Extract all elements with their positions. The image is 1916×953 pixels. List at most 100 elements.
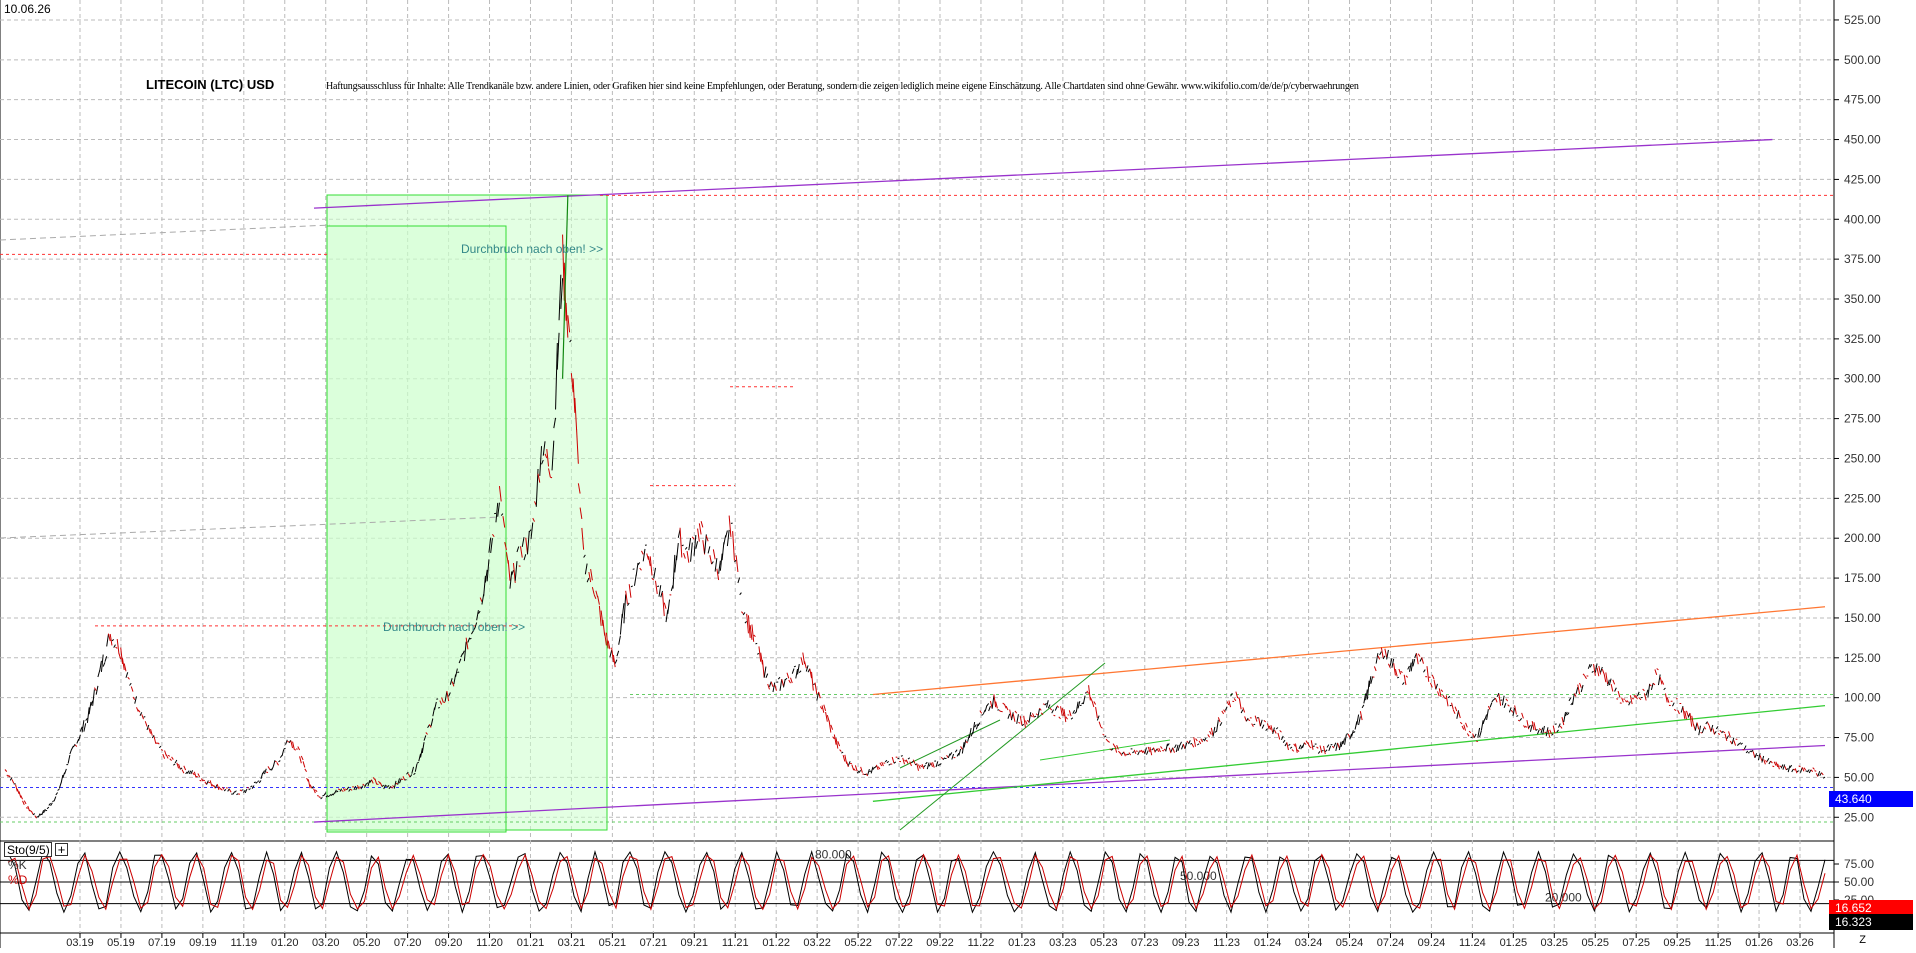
- price-segment: [1737, 744, 1739, 746]
- y-tick-label: 75.00: [1844, 731, 1874, 745]
- price-segment: [980, 711, 982, 714]
- price-segment: [138, 710, 140, 712]
- price-segment: [1630, 695, 1632, 704]
- price-segment: [286, 740, 288, 745]
- price-segment: [794, 666, 796, 667]
- price-segment: [1613, 680, 1615, 684]
- y-tick-label: 450.00: [1844, 133, 1881, 147]
- price-segment: [745, 621, 747, 623]
- price-segment: [985, 705, 987, 711]
- price-segment: [1646, 690, 1648, 696]
- price-segment: [1260, 720, 1262, 726]
- price-segment: [1222, 711, 1224, 714]
- price-segment: [1578, 685, 1580, 694]
- price-segment: [1744, 746, 1746, 749]
- price-segment: [1374, 666, 1376, 671]
- x-tick-label: 11.24: [1459, 937, 1486, 948]
- old-trendline-upper: [0, 225, 330, 240]
- x-tick-label: 11.22: [968, 937, 995, 948]
- price-segment: [663, 593, 665, 616]
- price-segment: [1039, 708, 1041, 710]
- price-segment: [1169, 748, 1171, 753]
- price-segment: [1713, 728, 1715, 734]
- price-segment: [952, 754, 954, 760]
- price-segment: [969, 728, 971, 738]
- price-segment: [1317, 747, 1319, 748]
- price-segment: [1546, 727, 1548, 736]
- x-tick-label: 03.24: [1295, 937, 1323, 948]
- price-segment: [726, 531, 728, 538]
- price-segment: [101, 655, 103, 672]
- price-segment: [1755, 753, 1757, 758]
- price-segment: [1157, 749, 1159, 752]
- price-segment: [1160, 746, 1162, 748]
- chart-title: LITECOIN (LTC) USD: [146, 77, 274, 92]
- x-tick-label: 01.25: [1500, 937, 1528, 948]
- price-segment: [682, 545, 684, 546]
- price-segment: [1255, 716, 1257, 722]
- price-segment: [812, 672, 814, 691]
- x-tick-label: 03.25: [1541, 937, 1569, 948]
- price-segment: [1278, 733, 1280, 739]
- x-tick-label: 07.22: [885, 937, 913, 948]
- price-segment: [1711, 725, 1713, 731]
- price-segment: [23, 801, 25, 805]
- x-tick-label: 03.21: [558, 937, 586, 948]
- price-segment: [875, 766, 877, 768]
- x-tick-label: 03.26: [1786, 937, 1814, 948]
- price-segment: [1388, 664, 1390, 668]
- price-segment: [1811, 770, 1813, 772]
- price-segment: [1480, 731, 1482, 737]
- price-segment: [266, 772, 268, 773]
- price-segment: [51, 803, 53, 806]
- price-segment: [229, 789, 231, 792]
- price-segment: [729, 516, 731, 537]
- price-segment: [852, 765, 854, 771]
- price-segment: [1324, 746, 1326, 754]
- price-segment: [1302, 743, 1304, 748]
- price-segment: [948, 754, 950, 758]
- price-segment: [636, 563, 638, 576]
- price-segment: [1693, 724, 1695, 730]
- price-segment: [657, 586, 659, 587]
- price-segment: [1678, 710, 1680, 714]
- x-tick-label: 11.25: [1705, 937, 1732, 948]
- price-segment: [1611, 684, 1613, 691]
- price-segment: [1432, 675, 1434, 679]
- price-segment: [1406, 676, 1408, 678]
- price-segment: [785, 678, 787, 680]
- add-indicator-button[interactable]: +: [55, 843, 68, 856]
- price-segment: [919, 765, 921, 769]
- highlight-box-inner: [327, 226, 506, 832]
- price-segment: [1196, 739, 1198, 741]
- price-segment: [126, 672, 128, 678]
- price-segment: [1597, 668, 1599, 676]
- d-value-badge: 16.323: [1829, 914, 1913, 930]
- y-tick-label: 350.00: [1844, 292, 1881, 306]
- price-segment: [1045, 703, 1047, 705]
- price-segment: [1327, 745, 1329, 748]
- y-tick-label: 375.00: [1844, 252, 1881, 266]
- price-segment: [857, 771, 859, 773]
- price-segment: [1581, 685, 1583, 692]
- price-segment: [100, 661, 102, 671]
- price-segment: [806, 665, 808, 671]
- price-segment: [999, 710, 1001, 711]
- price-segment: [1511, 710, 1513, 712]
- price-segment: [664, 603, 666, 609]
- price-segment: [887, 761, 889, 762]
- price-segment: [314, 789, 316, 794]
- price-segment: [70, 749, 72, 754]
- price-segment: [820, 707, 822, 710]
- price-segment: [1490, 703, 1492, 708]
- price-segment: [1076, 702, 1078, 712]
- price-segment: [1523, 725, 1525, 727]
- price-segment: [1245, 716, 1247, 721]
- indicator-name-box[interactable]: Sto(9/5): [4, 842, 52, 857]
- y-tick-label: 25.00: [1844, 810, 1874, 824]
- price-segment: [172, 757, 174, 760]
- price-segment: [1401, 671, 1403, 672]
- price-segment: [1657, 669, 1659, 670]
- price-segment: [1508, 705, 1510, 707]
- price-segment: [1015, 711, 1017, 713]
